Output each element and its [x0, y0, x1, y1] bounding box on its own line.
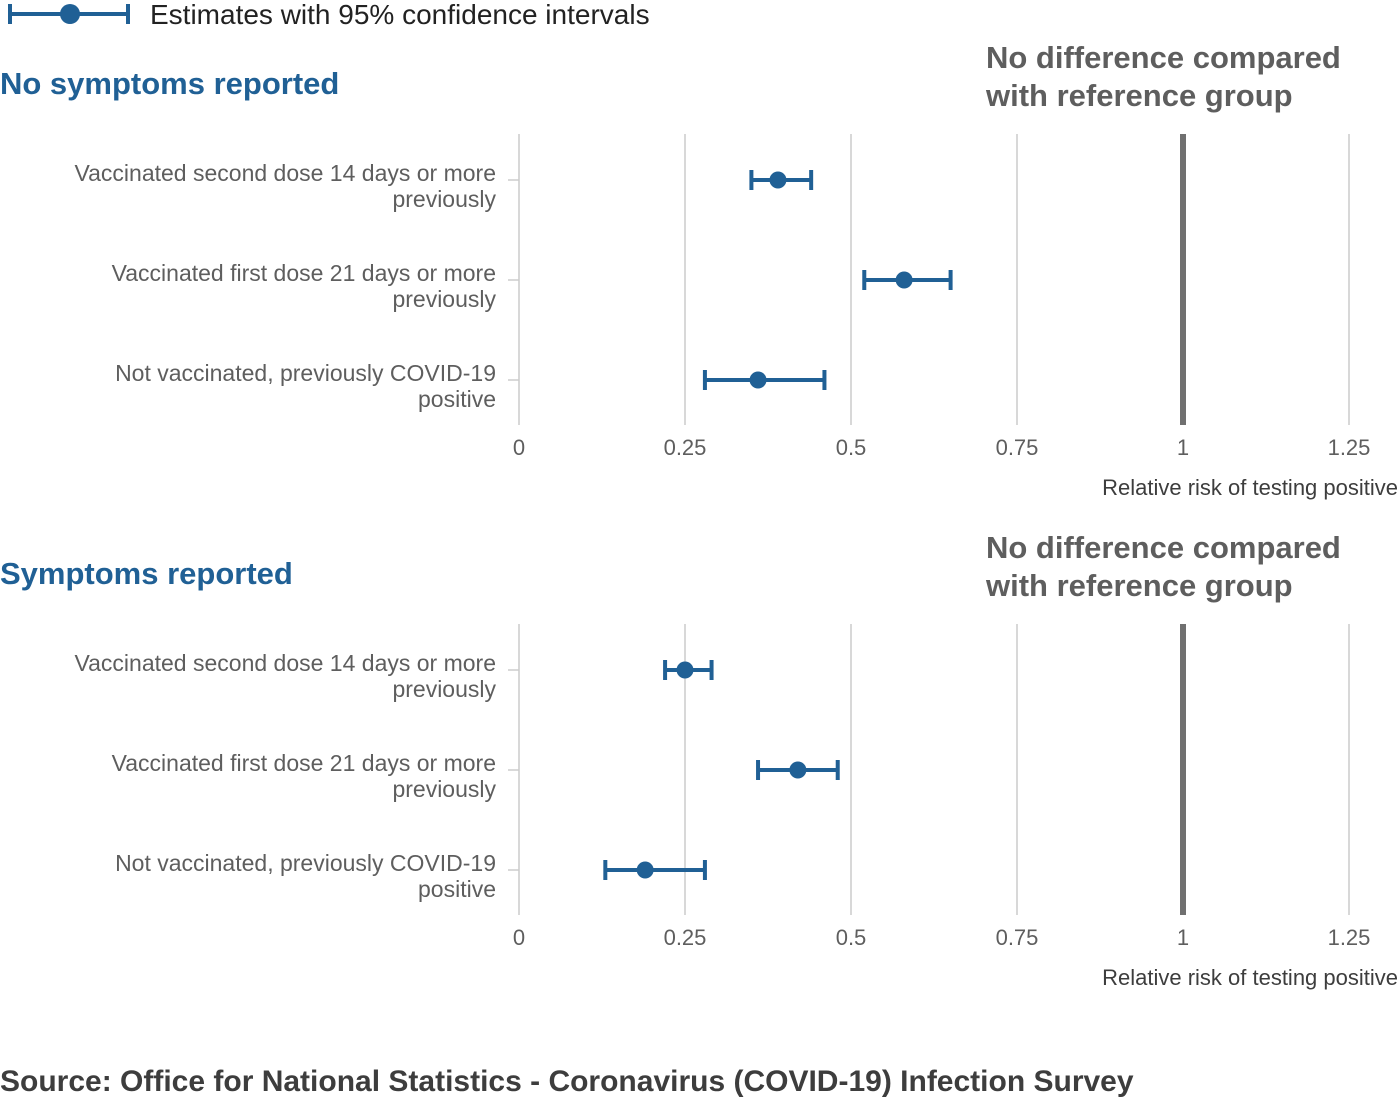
- source-note: Source: Office for National Statistics -…: [0, 1065, 1134, 1098]
- estimate-point: [636, 861, 654, 879]
- chart-panel-2: Symptoms reported No difference comparedw…: [0, 530, 1398, 990]
- x-tick-label: 0: [513, 925, 525, 950]
- category-label: Vaccinated second dose 14 days or more: [75, 650, 497, 676]
- reference-line-label: with reference group: [985, 568, 1293, 603]
- legend: Estimates with 95% confidence intervals: [8, 0, 650, 30]
- category-label: Vaccinated second dose 14 days or more: [75, 160, 497, 186]
- reference-line-label: with reference group: [985, 78, 1293, 113]
- estimate-point: [676, 661, 694, 679]
- estimate-point: [895, 271, 913, 289]
- category-label: previously: [392, 776, 496, 802]
- x-tick-label: 0.75: [996, 435, 1039, 460]
- category-label: Not vaccinated, previously COVID-19: [115, 360, 496, 386]
- category-label: positive: [418, 386, 496, 412]
- chart-panels: No symptoms reported No difference compar…: [0, 40, 1398, 990]
- panel-title: No symptoms reported: [0, 66, 339, 101]
- x-tick-label: 1: [1177, 925, 1189, 950]
- chart-panel-1: No symptoms reported No difference compar…: [0, 40, 1398, 500]
- estimate-point: [769, 171, 787, 189]
- x-tick-label: 0.25: [664, 435, 707, 460]
- x-tick-label: 1.25: [1328, 925, 1371, 950]
- x-tick-label: 1: [1177, 435, 1189, 460]
- category-label: positive: [418, 876, 496, 902]
- category-label: previously: [392, 286, 496, 312]
- category-label: previously: [392, 186, 496, 212]
- legend-label: Estimates with 95% confidence intervals: [150, 0, 650, 30]
- category-label: previously: [392, 676, 496, 702]
- x-axis-title: Relative risk of testing positive: [1102, 475, 1398, 500]
- x-tick-label: 0.5: [836, 925, 867, 950]
- reference-line-label: No difference compared: [986, 530, 1341, 565]
- estimate-point: [789, 761, 807, 779]
- legend-estimate-dot: [60, 4, 80, 24]
- x-tick-label: 0.75: [996, 925, 1039, 950]
- x-axis-title: Relative risk of testing positive: [1102, 965, 1398, 990]
- category-label: Vaccinated first dose 21 days or more: [112, 260, 496, 286]
- panel-title: Symptoms reported: [0, 556, 293, 591]
- estimate-point: [749, 371, 767, 389]
- x-tick-label: 0.25: [664, 925, 707, 950]
- x-tick-label: 1.25: [1328, 435, 1371, 460]
- reference-line-label: No difference compared: [986, 40, 1341, 75]
- x-tick-label: 0: [513, 435, 525, 460]
- category-label: Vaccinated first dose 21 days or more: [112, 750, 496, 776]
- category-label: Not vaccinated, previously COVID-19: [115, 850, 496, 876]
- x-tick-label: 0.5: [836, 435, 867, 460]
